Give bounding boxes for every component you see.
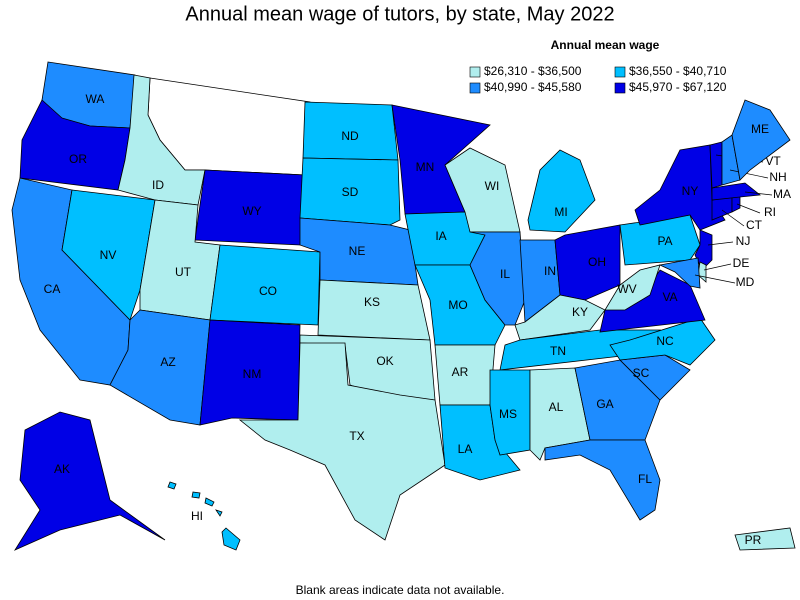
- leader-line: [721, 209, 745, 227]
- state-label: PR: [745, 533, 762, 547]
- state-label: PA: [657, 234, 672, 248]
- state-label: MS: [499, 407, 517, 421]
- state-label: NV: [100, 248, 117, 262]
- state-label: ME: [751, 122, 769, 136]
- state-label: LA: [458, 442, 473, 456]
- legend-title: Annual mean wage: [551, 38, 660, 52]
- state: [527, 149, 596, 233]
- state-label: OR: [69, 152, 87, 166]
- leader-line: [707, 241, 734, 246]
- leader-line: [703, 263, 732, 271]
- state-label: GA: [596, 397, 613, 411]
- state-label: AK: [54, 462, 70, 476]
- state-part: [167, 481, 177, 490]
- state-label: DE: [733, 256, 750, 270]
- state-label: WI: [485, 179, 500, 193]
- legend-swatch: [469, 82, 481, 94]
- state: [609, 317, 716, 366]
- legend-label: $36,550 - $40,710: [629, 64, 727, 78]
- state-label: TX: [349, 429, 364, 443]
- state-label: AR: [452, 365, 469, 379]
- legend-label: $40,990 - $45,580: [484, 80, 582, 94]
- footnote: Blank areas indicate data not available.: [296, 583, 505, 597]
- state-label: CO: [259, 284, 277, 298]
- state-label: VT: [765, 154, 781, 168]
- state-label: CA: [44, 282, 61, 296]
- state-label: IN: [544, 264, 556, 278]
- legend: $26,310 - $36,500 $36,550 - $40,710 $40,99…: [469, 64, 727, 94]
- state-label: CT: [746, 218, 763, 232]
- map-title: Annual mean wage of tutors, by state, Ma…: [185, 3, 614, 25]
- state-label: NH: [769, 170, 786, 184]
- state: [658, 257, 701, 289]
- state-label: SD: [342, 185, 359, 199]
- state-label: AL: [549, 400, 564, 414]
- state: [317, 279, 431, 341]
- state-label: MD: [736, 275, 755, 289]
- legend-swatch: [614, 82, 626, 94]
- state-part: [204, 497, 215, 507]
- state: [221, 527, 241, 551]
- state: [604, 264, 661, 311]
- state-label: RI: [764, 205, 776, 219]
- state-label: WA: [86, 92, 105, 106]
- state-label: NC: [656, 334, 674, 348]
- leader-line: [736, 203, 761, 214]
- state: [731, 99, 791, 181]
- state-label: AZ: [160, 355, 175, 369]
- state-label: IA: [435, 229, 446, 243]
- states: WA OR CA ID WY NV UT AZ CO NM ND SD NE KS OK TX MN IA MO AR…: [11, 61, 796, 551]
- state-label: KS: [364, 295, 380, 309]
- state-label: KY: [572, 305, 588, 319]
- state: [299, 157, 401, 226]
- state-part: [191, 491, 201, 499]
- state-part: [215, 509, 223, 517]
- state-label: UT: [175, 265, 192, 279]
- state-label: SC: [633, 366, 650, 380]
- state-label: VA: [662, 290, 677, 304]
- state-label: MO: [448, 298, 467, 312]
- state-label: ND: [341, 129, 359, 143]
- state-label: ID: [152, 178, 164, 192]
- state-label: OH: [588, 255, 606, 269]
- state-label: WY: [242, 204, 261, 218]
- state: [117, 74, 206, 206]
- state-label: FL: [638, 472, 652, 486]
- state-label: MI: [554, 205, 567, 219]
- state-label: WV: [617, 282, 636, 296]
- state-label: NM: [243, 367, 262, 381]
- legend-swatch: [614, 66, 626, 78]
- legend-label: $45,970 - $67,120: [629, 80, 727, 94]
- state-label: MN: [416, 160, 435, 174]
- legend-label: $26,310 - $36,500: [484, 64, 582, 78]
- legend-swatch: [469, 66, 481, 78]
- state: [544, 439, 661, 521]
- state: [711, 182, 762, 201]
- state-label: IL: [500, 267, 510, 281]
- state: [734, 527, 796, 551]
- state-label: OK: [376, 354, 393, 368]
- state-label: NE: [349, 244, 366, 258]
- leader-line: [694, 274, 736, 284]
- state: [709, 141, 723, 189]
- state-label: HI: [191, 509, 203, 523]
- leader-line: [744, 191, 773, 196]
- state-label: MA: [773, 187, 791, 201]
- state: [61, 189, 156, 321]
- state-label: NJ: [736, 234, 751, 248]
- state: [13, 411, 166, 551]
- leader-line: [729, 169, 769, 179]
- state-label: NY: [682, 184, 699, 198]
- state: [199, 319, 301, 426]
- state: [574, 359, 661, 441]
- state-label: TN: [550, 344, 566, 358]
